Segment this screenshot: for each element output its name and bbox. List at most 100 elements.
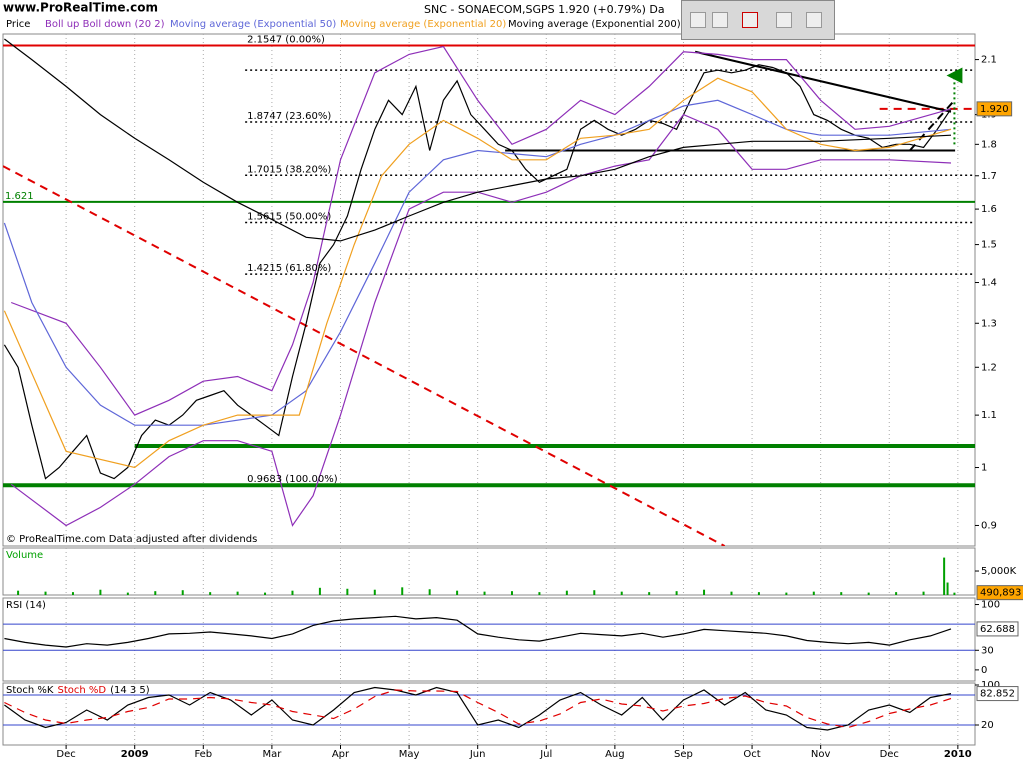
- volume-bar: [953, 592, 956, 595]
- volume-bar: [648, 592, 651, 595]
- x-tick-label: May: [399, 749, 420, 760]
- y-tick-label: 0: [981, 665, 987, 676]
- annotation: © ProRealTime.com Data adjusted after di…: [6, 534, 257, 545]
- y-tick-label: 30: [981, 645, 994, 656]
- legend-entry: Boll up Boll down (20 2): [45, 19, 165, 30]
- y-tick-label: 1.3: [981, 318, 997, 329]
- volume-bar: [126, 592, 129, 595]
- level-label: 0.9683 (100.00%): [247, 474, 338, 485]
- tool-button[interactable]: [742, 12, 758, 28]
- volume-bar: [428, 589, 431, 595]
- series-line: [3, 77, 952, 469]
- volume-bar: [593, 590, 596, 595]
- level-label: 2.1547 (0.00%): [247, 34, 325, 45]
- tool-button[interactable]: [690, 12, 706, 28]
- tool-button[interactable]: [806, 12, 822, 28]
- x-tick-label: Feb: [194, 749, 212, 760]
- tool-button[interactable]: [776, 12, 792, 28]
- panel: [2, 597, 976, 682]
- site: www.ProRealTime.com: [3, 1, 158, 15]
- volume-bar: [181, 590, 184, 595]
- volume-bar: [922, 591, 925, 595]
- y-tick-label: 100: [981, 680, 1000, 691]
- trend-line: [694, 50, 952, 113]
- plot-area: [3, 598, 975, 681]
- tool-button[interactable]: [712, 12, 728, 28]
- last-value-box: [976, 621, 1019, 637]
- series-line: [3, 64, 952, 480]
- level-label: 1.4215 (61.80%): [247, 263, 331, 274]
- panel: [2, 682, 976, 746]
- volume-bar: [346, 588, 349, 595]
- volume-bar: [565, 590, 568, 595]
- level-label: 1.8747 (23.60%): [247, 111, 331, 122]
- x-tick-label: Apr: [332, 749, 350, 760]
- x-tick-label: 2009: [121, 749, 149, 760]
- legend-entry: Moving average (Exponential 20): [340, 19, 506, 30]
- y-tick-label: 1.6: [981, 204, 997, 215]
- chart-title: SNC - SONAECOM,SGPS 1.920 (+0.79%) Da: [424, 3, 665, 16]
- y-tick-label: 1.8: [981, 139, 997, 150]
- y-tick-label: 5,000K: [981, 566, 1017, 577]
- volume-bar: [318, 587, 321, 595]
- volume-bar: [236, 591, 239, 595]
- series-line: [4, 689, 952, 729]
- volume-bar: [620, 591, 623, 595]
- volume-bar: [483, 591, 486, 595]
- legend-entry: Stoch %K: [6, 685, 54, 696]
- volume-bar: [291, 590, 294, 595]
- level-label: 1.5615 (50.00%): [247, 211, 331, 222]
- panel: [2, 547, 976, 596]
- volume-bar: [946, 582, 949, 595]
- x-tick-label: 2010: [944, 749, 972, 760]
- panel-title: RSI (14): [6, 600, 46, 611]
- x-tick-label: Sep: [674, 749, 693, 760]
- level-label: 1.621: [5, 191, 34, 202]
- y-tick-label: 2.1: [981, 55, 997, 66]
- y-tick-label: 20: [981, 720, 994, 731]
- series-line-lower: [10, 113, 952, 527]
- last-value-label: 62.688: [980, 624, 1015, 635]
- plot-area: [3, 683, 975, 745]
- volume-bar: [703, 589, 706, 595]
- last-value-label: 82.852: [980, 689, 1015, 700]
- volume-bar: [840, 592, 843, 595]
- plot-area: [3, 34, 975, 546]
- volume-bar: [209, 592, 212, 595]
- toolbar[interactable]: [681, 0, 835, 40]
- volume-bar: [44, 591, 47, 595]
- legend-entry: Moving average (Exponential 200): [508, 19, 681, 30]
- volume-bar: [71, 592, 74, 595]
- volume-bar: [943, 557, 946, 595]
- y-tick-label: 1.7: [981, 171, 997, 182]
- volume-bar: [99, 589, 102, 595]
- volume-bar: [785, 592, 788, 595]
- last-value-label: 490,893: [980, 588, 1021, 599]
- volume-bar: [867, 592, 870, 595]
- x-tick-label: Nov: [811, 749, 831, 760]
- x-tick-label: Dec: [880, 749, 899, 760]
- level-label: 1.7015 (38.20%): [247, 164, 331, 175]
- legend-entry: Moving average (Exponential 50): [170, 19, 336, 30]
- y-tick-label: 1.1: [981, 410, 997, 421]
- panel: [2, 33, 976, 547]
- panel-title: (14 3 5): [110, 685, 150, 696]
- trend-line: [3, 165, 726, 546]
- series-line: [4, 38, 952, 242]
- x-tick-label: Jun: [469, 749, 486, 760]
- legend-entry: Stoch %D: [57, 685, 106, 696]
- y-tick-label: 1: [981, 463, 987, 474]
- x-tick-label: Aug: [605, 749, 625, 760]
- volume-bar: [401, 587, 404, 595]
- volume-bar: [675, 591, 678, 595]
- last-value-box: [976, 686, 1019, 702]
- volume-bar: [757, 592, 760, 595]
- series-line: [4, 615, 952, 648]
- volume-bar: [538, 592, 541, 595]
- volume-bar: [456, 590, 459, 595]
- series-line: [3, 99, 952, 426]
- plot-area: [17, 548, 959, 595]
- volume-bar: [373, 589, 376, 595]
